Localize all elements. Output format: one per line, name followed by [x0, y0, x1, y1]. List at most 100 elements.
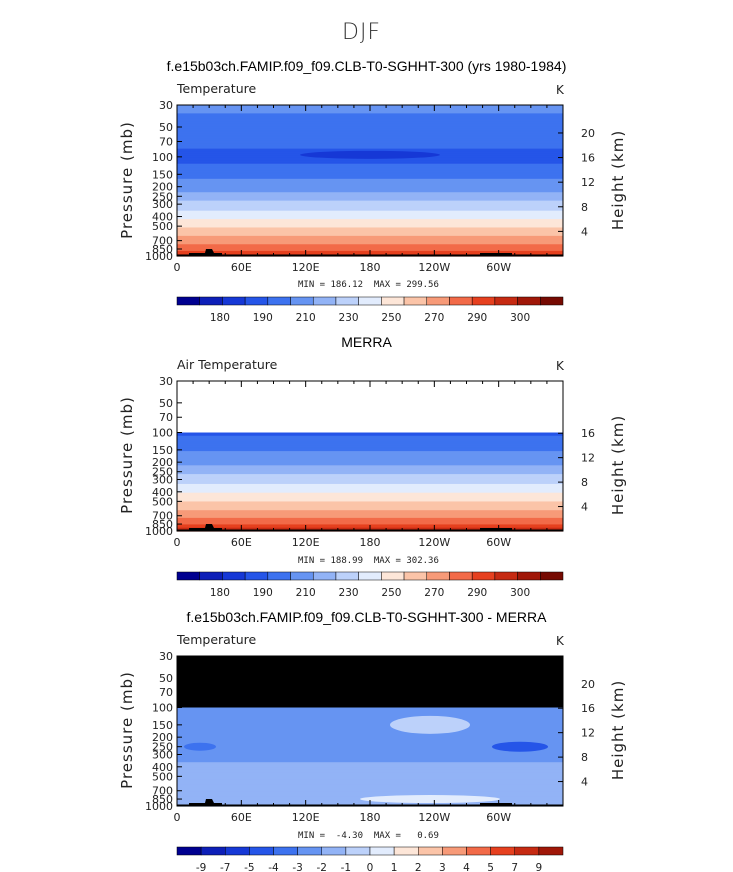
contour-band: [177, 453, 563, 455]
lon-tick-label: 60E: [231, 811, 252, 824]
contour-band: [177, 457, 563, 460]
contour-band: [177, 229, 563, 232]
contour-band: [177, 443, 563, 446]
colorbar-temp-2-label: 180: [210, 587, 230, 599]
colorbar-diff-swatch: [418, 846, 443, 856]
height-tick-label: 16: [581, 702, 595, 715]
contour-band: [177, 708, 563, 711]
colorbar-diff-swatch: [538, 846, 564, 856]
contour-band: [177, 787, 563, 790]
contour-band: [177, 774, 563, 776]
contour-band: [177, 767, 563, 770]
pressure-tick-label: 500: [152, 770, 173, 783]
contour-band: [177, 502, 563, 505]
contour-band: [177, 776, 563, 779]
anomaly-pocket: [184, 742, 216, 751]
panel-obs-plot: [176, 380, 564, 532]
pressure-tick-label: 50: [159, 397, 173, 410]
contour-band: [177, 722, 563, 725]
contour-band: [177, 754, 563, 757]
contour-band: [177, 489, 563, 492]
colorbar-temp-1-label: 250: [381, 312, 401, 324]
colorbar-temp-1-label: 190: [253, 312, 273, 324]
contour-band: [177, 711, 563, 714]
contour-band: [177, 131, 563, 135]
panel-model-plot: [176, 104, 564, 257]
contour-band: [177, 125, 563, 128]
pressure-tick-label: 30: [159, 99, 173, 112]
colorbar-diff-swatch: [466, 846, 491, 856]
colorbar-diff-label: -3: [292, 862, 302, 872]
contour-band: [177, 738, 563, 740]
contour-band: [177, 514, 563, 517]
pressure-tick-label: 300: [152, 473, 173, 486]
contour-band: [177, 465, 563, 468]
contour-band: [177, 469, 563, 472]
contour-band: [177, 488, 563, 491]
contour-band: [177, 222, 563, 225]
panel-diff-plot: [176, 655, 564, 807]
pressure-tick-label: 400: [152, 761, 173, 774]
contour-band: [177, 739, 563, 741]
cold-core-region: [300, 150, 440, 159]
lon-tick-label: 120W: [418, 811, 450, 824]
contour-band: [177, 197, 563, 200]
contour-band: [177, 795, 563, 797]
panel-obs-units: K: [556, 359, 564, 373]
colorbar-temp-1-swatch: [176, 296, 200, 306]
contour-band: [177, 121, 563, 125]
contour-band: [177, 446, 563, 449]
colorbar-temp-1-swatch: [335, 296, 359, 306]
contour-band: [177, 512, 563, 515]
colorbar-temp-2-label: 210: [296, 587, 316, 599]
contour-band: [177, 130, 563, 133]
pressure-tick-label: 1000: [145, 250, 173, 263]
contour-band: [177, 451, 563, 453]
colorbar-temp-2-label: 290: [467, 587, 487, 599]
colorbar-temp-2-swatch: [426, 571, 450, 581]
contour-band: [177, 474, 563, 476]
pressure-tick-label: 50: [159, 672, 173, 685]
contour-band: [177, 235, 563, 239]
contour-band: [177, 217, 563, 220]
contour-band: [177, 487, 563, 489]
contour-band: [177, 789, 563, 792]
contour-band: [177, 499, 563, 501]
lon-tick-label: 0: [174, 261, 181, 274]
colorbar-diff-swatch: [442, 846, 467, 856]
contour-band: [177, 726, 563, 728]
contour-band: [177, 483, 563, 486]
pressure-tick-label: 100: [152, 427, 173, 440]
contour-band: [177, 509, 563, 511]
colorbar-temp-1-label: 230: [339, 312, 359, 324]
contour-band: [177, 239, 563, 242]
colorbar-diff-swatch: [297, 846, 322, 856]
panel-model-title: f.e15b03ch.FAMIP.f09_f09.CLB-T0-SGHHT-30…: [166, 58, 567, 74]
contour-band: [177, 242, 563, 245]
contour-band: [177, 115, 563, 118]
panel-model-units: K: [556, 83, 564, 97]
topography: [189, 799, 222, 806]
contour-band: [177, 743, 563, 746]
contour-band: [177, 136, 563, 140]
colorbar-temp-1-swatch: [358, 296, 382, 306]
colorbar-temp-1-swatch: [267, 296, 291, 306]
contour-band: [177, 480, 563, 483]
lon-tick-label: 120W: [418, 536, 450, 549]
colorbar-temp-1-swatch: [471, 296, 496, 306]
contour-band: [177, 145, 563, 148]
contour-band: [177, 715, 563, 717]
contour-band: [177, 761, 563, 763]
pressure-tick-label: 100: [152, 702, 173, 715]
pressure-tick-label: 30: [159, 650, 173, 663]
contour-band: [177, 182, 563, 185]
contour-band: [177, 482, 563, 485]
contour-band: [177, 466, 563, 469]
contour-band: [177, 209, 563, 212]
contour-band: [177, 522, 563, 524]
height-tick-label: 20: [581, 127, 595, 140]
lon-tick-label: 60W: [486, 261, 511, 274]
pressure-tick-label: 700: [152, 235, 173, 248]
contour-band: [177, 214, 563, 217]
